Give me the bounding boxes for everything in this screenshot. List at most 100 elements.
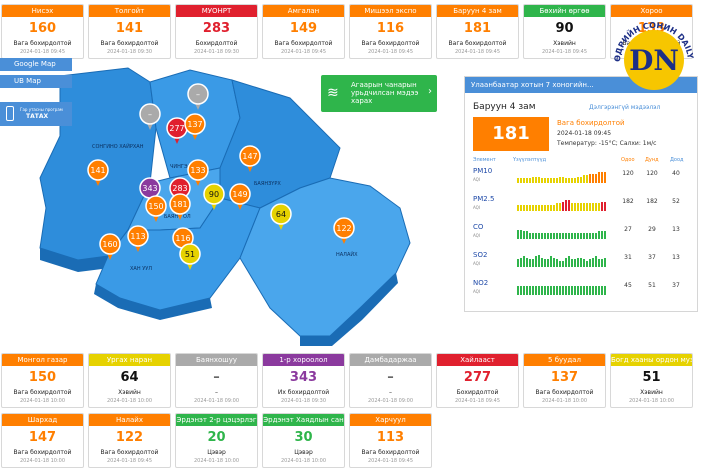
- trend-bar: [523, 178, 525, 183]
- trend-bar: [568, 178, 570, 183]
- aqi-map-marker[interactable]: –: [139, 103, 161, 130]
- trend-bar: [601, 286, 603, 295]
- trend-bar: [595, 256, 597, 267]
- station-time: 2024-01-18 09:45: [367, 458, 414, 464]
- trend-bar: [559, 177, 561, 183]
- forecast-button[interactable]: ≋ Агаарын чанарын урьдчилсан мэдээ харах…: [321, 75, 437, 112]
- trend-bar: [604, 202, 606, 211]
- google-map-button[interactable]: Google Map: [0, 58, 72, 71]
- wind-icon: ≋: [327, 85, 339, 101]
- aqi-map-marker[interactable]: 149: [229, 183, 251, 210]
- station-time: 2024-01-18 09:00: [367, 398, 414, 404]
- station-aqi-value: 147: [28, 430, 57, 445]
- station-card[interactable]: Ургах наран 64 Хэвийн 2024-01-18 10:00: [88, 353, 171, 408]
- station-time: 2024-01-18 09:45: [454, 398, 501, 404]
- trend-bar: [589, 203, 591, 211]
- trend-bar: [586, 286, 588, 295]
- station-card[interactable]: Монгол газар 150 Вага бохирдолтой 2024-01-1…: [1, 353, 84, 408]
- station-status: Хэвийн: [553, 40, 576, 47]
- trend-bar: [556, 203, 558, 211]
- station-card[interactable]: Дамбадаржаа – – 2024-01-18 09:00: [349, 353, 432, 408]
- ub-map-button[interactable]: UB Map: [0, 75, 72, 88]
- trend-bar: [565, 286, 567, 295]
- station-card[interactable]: Мишээл экспо 116 Вага бохирдолтой 2024-01-1…: [349, 4, 432, 59]
- station-aqi-value: 20: [207, 430, 226, 445]
- aqi-map-marker[interactable]: 51: [179, 243, 201, 270]
- aqi-map-marker[interactable]: 90: [203, 183, 225, 210]
- pollutant-name[interactable]: NO2: [473, 279, 489, 287]
- marker-value: 277: [169, 124, 184, 133]
- station-card[interactable]: Баянхошуу – – 2024-01-18 09:00: [175, 353, 258, 408]
- pollutant-avg: 29: [648, 226, 656, 233]
- marker-circle: [239, 145, 261, 167]
- trend-bar: [523, 205, 525, 211]
- station-name: Эрдэнэт 2-р цэцэрлэг: [176, 414, 257, 426]
- trend-bar: [550, 286, 552, 295]
- map-area[interactable]: СОНГИНО ХАЙРХАН ЧИНГЭЛТЭЙ БАЯНЗҮРХ ХАН У…: [0, 58, 460, 350]
- aqi-map-marker[interactable]: –: [187, 83, 209, 110]
- district-map[interactable]: СОНГИНО ХАЙРХАН ЧИНГЭЛТЭЙ БАЯНЗҮРХ ХАН У…: [0, 58, 460, 350]
- pollutant-name[interactable]: PM10: [473, 167, 493, 175]
- station-card[interactable]: 5 буудал 137 Вага бохирдолтой 2024-01-18 10…: [523, 353, 606, 408]
- pollutant-name[interactable]: CO: [473, 223, 484, 231]
- trend-bar: [559, 261, 561, 267]
- station-status: Хэвийн: [640, 389, 663, 396]
- aqi-map-marker[interactable]: 160: [99, 233, 121, 260]
- phone-icon: [6, 106, 14, 121]
- details-link[interactable]: Дэлгэрэнгүй мэдээлэл: [589, 104, 661, 111]
- trend-bar: [571, 203, 573, 211]
- station-card[interactable]: Амгалан 149 Вага бохирдолтой 2024-01-18 09:…: [262, 4, 345, 59]
- app-download-button[interactable]: Гар утасны програм ТАТАХ: [0, 102, 72, 126]
- pollutant-row: PM2.5 AQI 182 182 52: [465, 193, 697, 215]
- station-card[interactable]: Эрдэнэт 2-р цэцэрлэг 20 Цэвэр 2024-01-18 10…: [175, 413, 258, 468]
- aqi-map-marker[interactable]: 150: [145, 195, 167, 222]
- aqi-map-marker[interactable]: 181: [169, 193, 191, 220]
- panel-location: Баруун 4 зам: [473, 102, 536, 112]
- trend-bar: [535, 256, 537, 267]
- station-card[interactable]: Толгойт 141 Вага бохирдолтой 2024-01-18 09:…: [88, 4, 171, 59]
- station-card[interactable]: Шархад 147 Вага бохирдолтой 2024-01-18 10:0…: [1, 413, 84, 468]
- station-card[interactable]: Хайлааст 277 Бохирдолтой 2024-01-18 09:45: [436, 353, 519, 408]
- station-card[interactable]: 1-р хороолол 343 Их бохирдолтой 2024-01-18 …: [262, 353, 345, 408]
- trend-bar: [517, 259, 519, 267]
- aqi-map-marker[interactable]: 122: [333, 217, 355, 244]
- pollutant-now: 27: [624, 226, 632, 233]
- station-card[interactable]: Эрдэнэт Хаядлын сан 30 Цэвэр 2024-01-18 10:…: [262, 413, 345, 468]
- trend-bar: [589, 174, 591, 183]
- marker-circle: [333, 217, 355, 239]
- station-time: 2024-01-18 09:45: [280, 49, 327, 55]
- station-time: 2024-01-18 10:00: [19, 458, 66, 464]
- trend-bar: [535, 233, 537, 239]
- station-card[interactable]: Нисэх 160 Вага бохирдолтой 2024-01-18 09:45: [1, 4, 84, 59]
- station-card[interactable]: Бөхийн өргөө 90 Хэвийн 2024-01-18 09:45: [523, 4, 606, 59]
- station-card[interactable]: Харчуул 113 Вага бохирдолтой 2024-01-18 09:…: [349, 413, 432, 468]
- trend-bar: [559, 203, 561, 211]
- panel-time: 2024-01-18 09:45: [557, 130, 612, 137]
- trend-bar: [523, 256, 525, 267]
- marker-value: 283: [172, 184, 187, 193]
- station-status: Вага бохирдолтой: [13, 389, 72, 396]
- trend-bar: [604, 258, 606, 267]
- trend-bar: [556, 233, 558, 239]
- pollutant-row: PM10 AQI 120 120 40: [465, 165, 697, 187]
- aqi-map-marker[interactable]: 147: [239, 145, 261, 172]
- station-card[interactable]: Налайх 122 Вага бохирдолтой 2024-01-18 09:4…: [88, 413, 171, 468]
- aqi-map-marker[interactable]: 141: [87, 159, 109, 186]
- pollutant-min: 13: [672, 254, 680, 261]
- trend-bar: [532, 205, 534, 211]
- station-aqi-value: 141: [115, 21, 144, 36]
- aqi-map-marker[interactable]: 133: [187, 159, 209, 186]
- station-card[interactable]: Баруун 4 зам 181 Вага бохирдолтой 2024-01-1…: [436, 4, 519, 59]
- trend-bar: [601, 202, 603, 211]
- pollutant-name[interactable]: SO2: [473, 251, 488, 259]
- station-card[interactable]: МУОНРТ 283 Бохирдолтой 2024-01-18 09:30: [175, 4, 258, 59]
- pollutant-min: 52: [672, 198, 680, 205]
- pollutant-name[interactable]: PM2.5: [473, 195, 495, 203]
- aqi-map-marker[interactable]: 137: [184, 113, 206, 140]
- station-time: 2024-01-18 10:00: [106, 398, 153, 404]
- station-card[interactable]: Богд хааны ордон музей 51 Хэвийн 2024-01-18…: [610, 353, 693, 408]
- trend-bar: [562, 202, 564, 211]
- marker-value: 149: [232, 190, 247, 199]
- aqi-map-marker[interactable]: 113: [127, 225, 149, 252]
- aqi-map-marker[interactable]: 64: [270, 203, 292, 230]
